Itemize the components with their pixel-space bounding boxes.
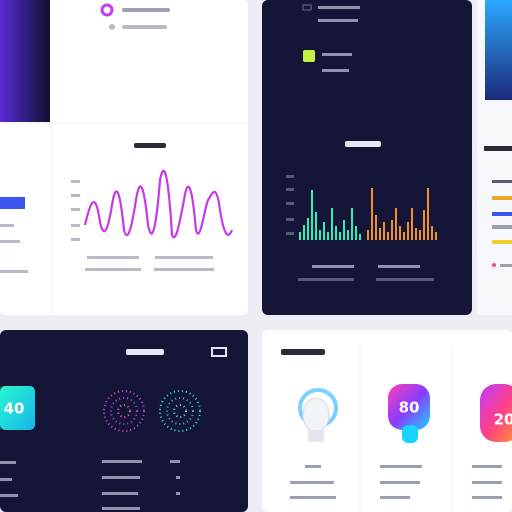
tile-value: 40 <box>4 400 25 418</box>
panel-bottom-right: 80 20 <box>262 330 512 512</box>
panel-top-right <box>262 0 512 315</box>
panel-top-left <box>0 0 248 315</box>
tile-value: 80 <box>399 399 420 417</box>
panel-bottom-left: 40 <box>0 330 248 512</box>
tile-value: 20 <box>494 411 512 429</box>
